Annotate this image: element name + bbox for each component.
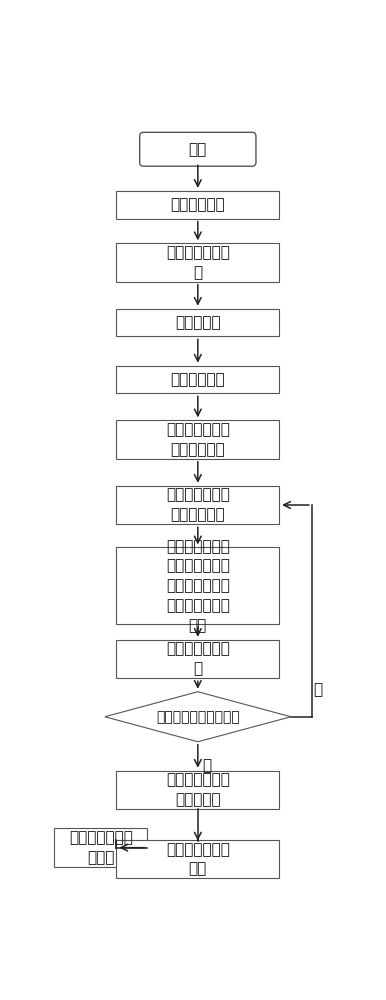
FancyBboxPatch shape <box>117 420 279 459</box>
Text: 人工添加标签信
息: 人工添加标签信 息 <box>166 245 230 280</box>
Text: 是: 是 <box>203 758 212 773</box>
Text: 是否达到设定的准确率: 是否达到设定的准确率 <box>156 710 240 724</box>
FancyBboxPatch shape <box>117 840 279 878</box>
FancyBboxPatch shape <box>54 828 147 867</box>
FancyBboxPatch shape <box>117 309 279 336</box>
Text: 误差反传网络微
调: 误差反传网络微 调 <box>166 642 230 676</box>
FancyBboxPatch shape <box>117 486 279 524</box>
FancyBboxPatch shape <box>117 243 279 282</box>
FancyBboxPatch shape <box>117 771 279 809</box>
Text: 划分数据集: 划分数据集 <box>175 315 221 330</box>
Polygon shape <box>105 692 291 742</box>
Text: 搭建网络模型: 搭建网络模型 <box>171 372 225 387</box>
Text: 求取隐层每一个
节点在所有时刻
输出的最大值并
通过逻辑回归层
输出: 求取隐层每一个 节点在所有时刻 输出的最大值并 通过逻辑回归层 输出 <box>166 539 230 633</box>
FancyBboxPatch shape <box>117 640 279 678</box>
FancyBboxPatch shape <box>117 547 279 624</box>
FancyBboxPatch shape <box>117 366 279 393</box>
Text: 获取时间总数并
设置时间步长: 获取时间总数并 设置时间步长 <box>166 422 230 457</box>
FancyBboxPatch shape <box>140 132 256 166</box>
Text: 到时自动拾取模
型构建完成: 到时自动拾取模 型构建完成 <box>166 772 230 807</box>
Text: 固定维度采样: 固定维度采样 <box>171 197 225 212</box>
Text: 开始: 开始 <box>189 142 207 157</box>
Text: 否: 否 <box>313 682 323 697</box>
Text: 输出识别的波达
时间: 输出识别的波达 时间 <box>166 842 230 877</box>
FancyBboxPatch shape <box>117 191 279 219</box>
Text: 数据按时间步长
依次输入训练: 数据按时间步长 依次输入训练 <box>166 488 230 522</box>
Text: 输入待拾取的原
始数据: 输入待拾取的原 始数据 <box>69 830 133 865</box>
